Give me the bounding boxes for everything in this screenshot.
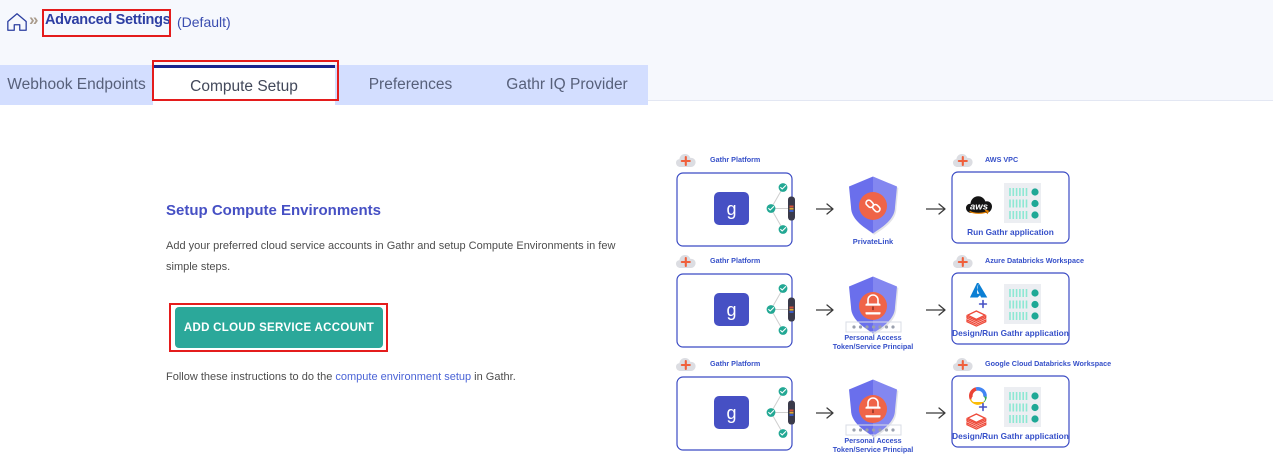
- svg-text:aws: aws: [970, 202, 988, 213]
- svg-text:Google Cloud Databricks Worksp: Google Cloud Databricks Workspace: [985, 359, 1111, 368]
- svg-text:Gathr Platform: Gathr Platform: [710, 256, 760, 265]
- svg-text:Token/Service Principal: Token/Service Principal: [833, 445, 914, 454]
- svg-text:AWS VPC: AWS VPC: [985, 155, 1018, 164]
- svg-text:PrivateLink: PrivateLink: [853, 237, 894, 246]
- svg-text:Personal Access: Personal Access: [844, 436, 901, 445]
- svg-text:Azure Databricks Workspace: Azure Databricks Workspace: [985, 256, 1084, 265]
- svg-text:Design/Run Gathr application: Design/Run Gathr application: [952, 328, 1069, 338]
- svg-text:Run Gathr application: Run Gathr application: [967, 227, 1054, 237]
- svg-text:g: g: [726, 199, 736, 219]
- svg-text:Gathr Platform: Gathr Platform: [710, 155, 760, 164]
- svg-text:Token/Service Principal: Token/Service Principal: [833, 342, 914, 351]
- svg-text:Design/Run Gathr application: Design/Run Gathr application: [952, 431, 1069, 441]
- svg-text:g: g: [726, 300, 736, 320]
- svg-text:Gathr Platform: Gathr Platform: [710, 359, 760, 368]
- svg-text:Personal Access: Personal Access: [844, 333, 901, 342]
- svg-text:g: g: [726, 403, 736, 423]
